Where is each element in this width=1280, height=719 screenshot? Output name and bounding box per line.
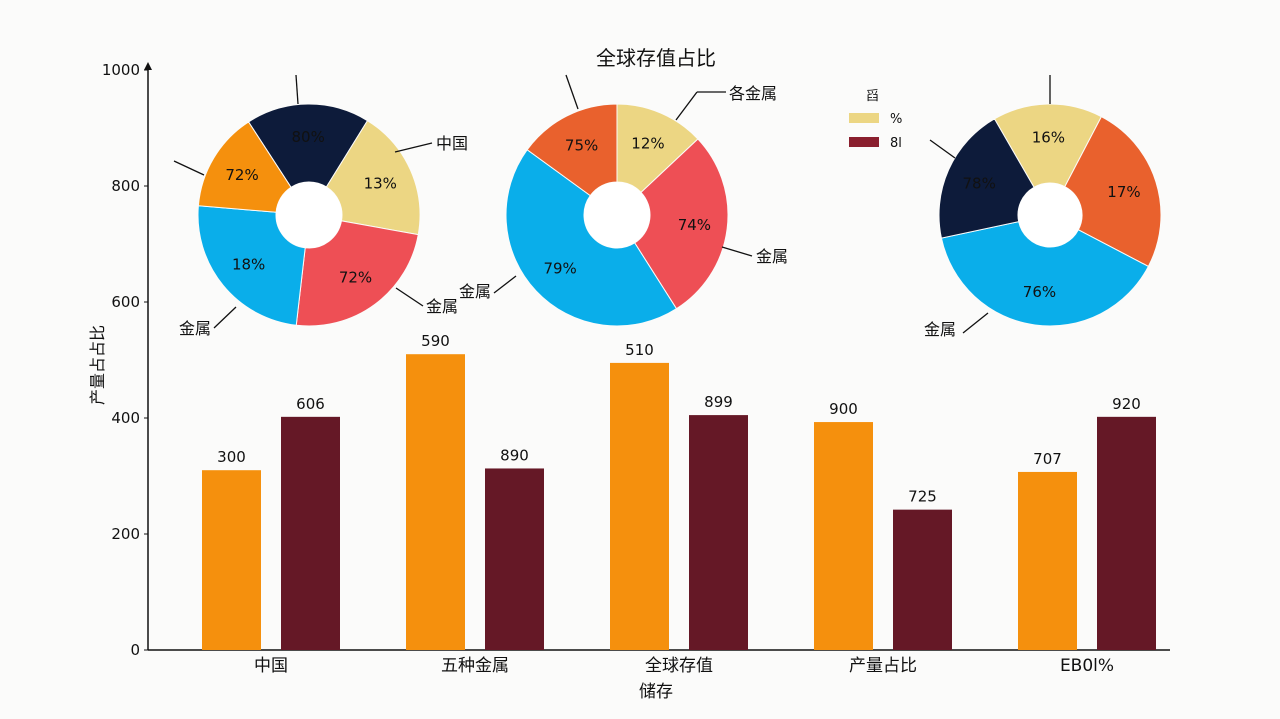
legend-swatch (849, 113, 879, 123)
pie-callout-label: 金属 (924, 320, 956, 339)
pie-callout-label: 金属 (426, 297, 458, 316)
pie-hole (584, 182, 650, 248)
pie-leader-line (565, 74, 579, 110)
pie-slice-label: 75% (565, 137, 598, 155)
bars-layer: 300 606 590 890 510 899 900 725 707 920 (202, 332, 1156, 650)
legend-title: 舀 (866, 89, 879, 104)
bar-2-1 (281, 416, 340, 650)
pies-layer: 80%13%72%18%72%中国金属金属12%74%79%75%各金属金属金属… (173, 74, 1162, 339)
bar-2-5 (1097, 416, 1156, 650)
y-axis-arrow (144, 62, 152, 70)
bar-2-3 (689, 415, 748, 650)
pie-callout-line (962, 312, 989, 334)
bar-value-label: 510 (625, 341, 654, 359)
bar-value-label: 899 (704, 393, 733, 411)
pie-3-slice-3 (940, 221, 1150, 327)
legend-swatch (849, 137, 879, 147)
pie-chart-3: 16% 17% 76% 78% 金属 (924, 75, 1162, 339)
x-axis-label: 储存 (639, 682, 673, 702)
pie-slice-label: 76% (1023, 283, 1056, 301)
pie-callout-line (213, 306, 237, 329)
chart-title: 全球存值占比 (596, 46, 716, 70)
y-axis-label: 产量占占比 (88, 325, 107, 405)
bar-1-1 (202, 470, 261, 650)
legend-entry-label: % (890, 112, 902, 127)
pie-hole (276, 182, 342, 248)
x-category-label: 中国 (254, 656, 288, 676)
pie-callout-label: 各金属 (729, 84, 777, 103)
pie-slice-label: 72% (225, 166, 258, 184)
bar-value-label: 900 (829, 400, 858, 418)
legend-entry-label: 8l (890, 136, 902, 151)
pie-slice-label: 13% (364, 174, 397, 192)
pie-callout-label: 金属 (179, 319, 211, 338)
bar-value-label: 300 (217, 448, 246, 466)
bar-value-label: 590 (421, 332, 450, 350)
pie-slice-label: 17% (1107, 183, 1140, 201)
pie-slice-label: 18% (232, 255, 265, 273)
pie-callout-label: 中国 (436, 134, 468, 153)
pie-callout-line (395, 287, 424, 307)
bar-1-2 (406, 354, 465, 650)
pie-slice-label: 79% (543, 259, 576, 277)
x-category-label: EB0l% (1060, 656, 1114, 676)
pie-callout-line (675, 91, 698, 121)
y-tick-label: 1000 (102, 61, 140, 79)
pie-leader-line (173, 160, 205, 176)
bar-value-label: 606 (296, 395, 325, 413)
legend: 舀 % 8l (849, 89, 902, 151)
y-tick-label: 0 (130, 641, 140, 659)
pie-callout-label: 金属 (459, 282, 491, 301)
pie-callout-label: 金属 (756, 247, 788, 266)
pie-hole (1018, 183, 1082, 247)
bar-1-3 (610, 362, 669, 650)
bar-value-label: 725 (908, 488, 937, 506)
pie-callout-line (394, 142, 433, 153)
bar-2-2 (485, 468, 544, 650)
x-axis-categories: 中国 五种金属 全球存值 产量占比 EB0l% (254, 656, 1114, 676)
bar-1-5 (1018, 471, 1077, 650)
y-tick-label: 600 (111, 293, 140, 311)
bar-value-label: 920 (1112, 395, 1141, 413)
pie-leader-line (295, 74, 299, 105)
pie-leader-line (929, 139, 956, 159)
x-category-label: 全球存值 (645, 656, 713, 676)
pie-slice-label: 12% (631, 134, 664, 152)
bar-value-label: 707 (1033, 450, 1062, 468)
bar-2-4 (893, 509, 952, 650)
y-tick-label: 400 (111, 409, 140, 427)
pie-slice-label: 80% (292, 128, 325, 146)
pie-slice-label: 72% (339, 269, 372, 287)
pie-slice-label: 78% (963, 174, 996, 192)
x-category-label: 产量占比 (849, 656, 917, 676)
bar-value-label: 890 (500, 446, 529, 464)
bar-1-4 (814, 422, 873, 650)
x-category-label: 五种金属 (441, 656, 509, 676)
y-tick-label: 200 (111, 525, 140, 543)
y-tick-label: 800 (111, 177, 140, 195)
pie-callout-line (721, 246, 753, 257)
pie-slice-label: 16% (1032, 129, 1065, 147)
pie-slice-label: 74% (678, 216, 711, 234)
pie-callout-line (493, 275, 517, 294)
